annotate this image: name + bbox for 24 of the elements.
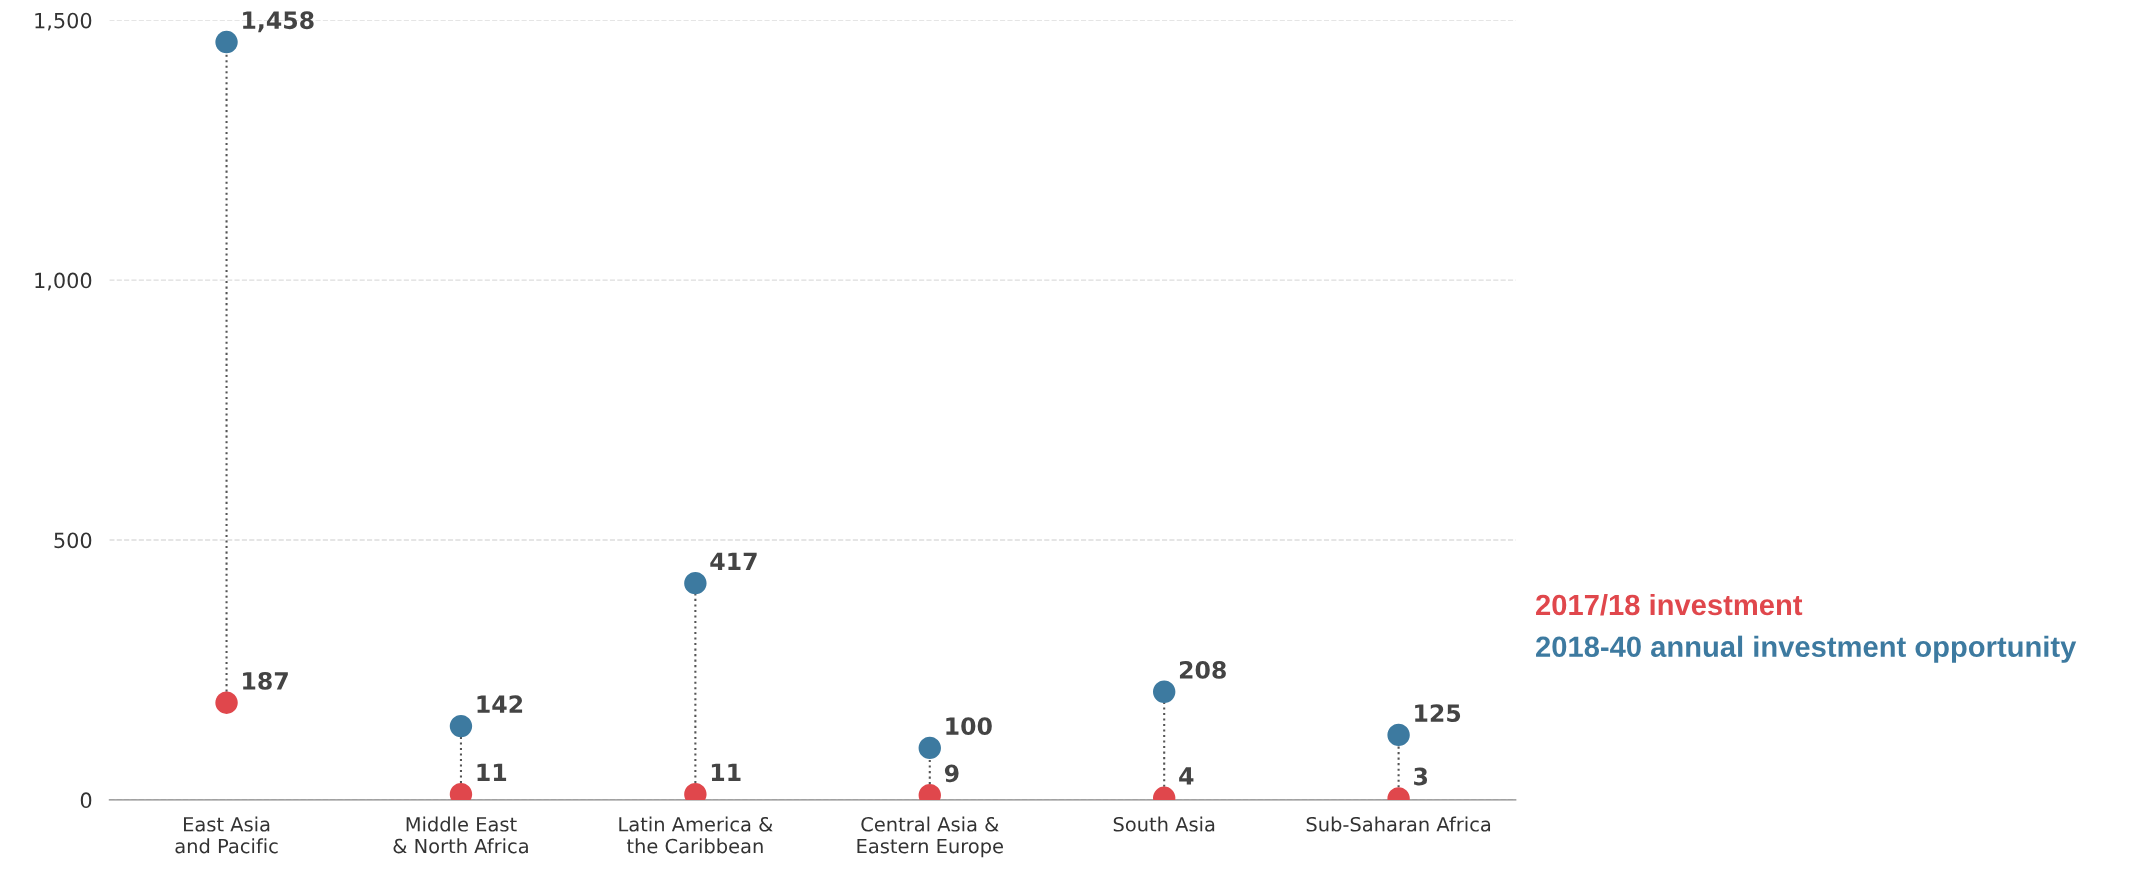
data-label: 1,458 xyxy=(243,11,314,33)
x-tick-label: South Asia xyxy=(1113,816,1215,832)
x-tick-label: Central Asia & Eastern Europe xyxy=(857,816,1003,858)
data-label: 9 xyxy=(944,764,959,783)
y-tick-label: 1,000 xyxy=(35,272,92,291)
x-tick-label: Sub-Saharan Africa xyxy=(1306,816,1491,832)
data-label: 417 xyxy=(710,552,757,570)
x-tick-label: East Asia and Pacific xyxy=(175,816,278,854)
text: 2017/18 investment xyxy=(1536,593,1803,616)
y-tick-label: 0 xyxy=(80,792,92,809)
y-tick-label: 1,500 xyxy=(35,12,92,31)
data-label: 4 xyxy=(1179,767,1194,785)
data-label: 208 xyxy=(1179,661,1226,679)
data-label: 142 xyxy=(477,695,523,713)
x-tick-label: Latin America & the Caribbean xyxy=(619,816,773,854)
data-label: 11 xyxy=(711,763,741,781)
data-label: 125 xyxy=(1415,704,1461,723)
text: 2018-40 annual investment opportunity xyxy=(1536,635,2077,663)
y-tick-label: 500 xyxy=(54,532,92,549)
x-tick-label: Middle East & North Africa xyxy=(393,816,528,854)
data-label: 3 xyxy=(1414,767,1428,786)
data-label: 187 xyxy=(243,671,288,690)
data-label: 100 xyxy=(946,717,992,735)
data-label: 11 xyxy=(477,763,507,781)
